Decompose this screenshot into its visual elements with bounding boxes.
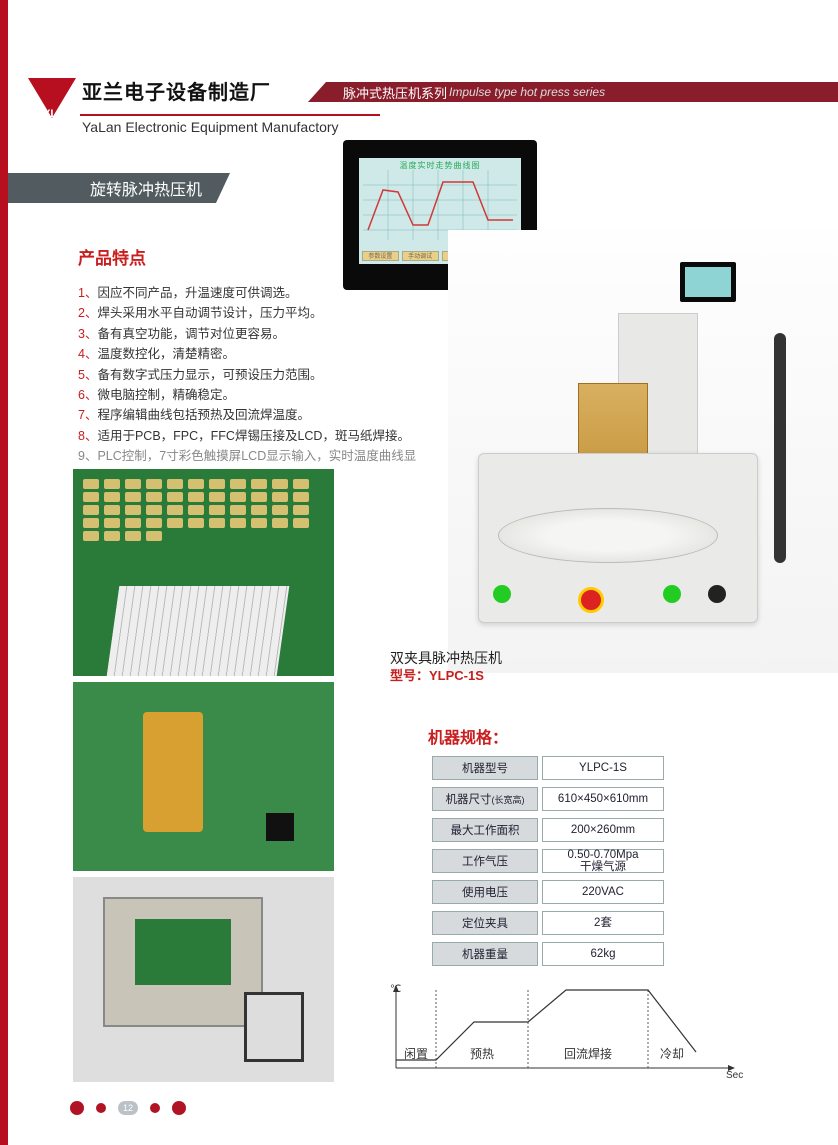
spec-value: 0.50-0.70Mpa干燥气源 bbox=[542, 849, 664, 873]
ic-chip bbox=[266, 813, 294, 841]
dot-icon bbox=[96, 1103, 106, 1113]
feature-item: 7、程序编辑曲线包括预热及回流焊温度。 bbox=[78, 405, 418, 425]
y-axis-label: ℃ bbox=[390, 984, 401, 995]
page-header: YL 亚兰电子设备制造厂 脉冲式热压机系列 Impulse type hot p… bbox=[8, 78, 838, 126]
series-title-cn: 脉冲式热压机系列 bbox=[343, 83, 447, 102]
series-title-bar: 脉冲式热压机系列 Impulse type hot press series bbox=[308, 82, 838, 102]
spec-value: 2套 bbox=[542, 911, 664, 935]
x-axis-label: Sec bbox=[726, 1070, 743, 1078]
machine-rotary-platter bbox=[498, 508, 718, 563]
spec-label: 机器重量 bbox=[432, 942, 538, 966]
company-logo: YL bbox=[28, 78, 78, 133]
spec-label: 机器型号 bbox=[432, 756, 538, 780]
feature-item: 6、微电脑控制，精确稳定。 bbox=[78, 385, 418, 405]
spec-value: 220VAC bbox=[542, 880, 664, 904]
machine-illustration bbox=[448, 230, 838, 673]
spec-table: 机器型号YLPC-1S机器尺寸 (长宽高)610×450×610mm最大工作面积… bbox=[432, 756, 664, 973]
series-title-en: Impulse type hot press series bbox=[449, 85, 605, 99]
temp-stage-label: 冷却 bbox=[648, 1045, 696, 1062]
spec-row: 机器尺寸 (长宽高)610×450×610mm bbox=[432, 787, 664, 811]
features-list: 1、因应不同产品，升温速度可供调选。2、焊头采用水平自动调节设计，压力平均。3、… bbox=[78, 283, 418, 487]
sample-photo-fixture bbox=[73, 877, 334, 1082]
spec-value: YLPC-1S bbox=[542, 756, 664, 780]
machine-start-button-2 bbox=[663, 585, 681, 603]
feature-item: 2、焊头采用水平自动调节设计，压力平均。 bbox=[78, 303, 418, 323]
temp-chart-svg: ℃ Sec bbox=[386, 982, 746, 1078]
company-name-en: YaLan Electronic Equipment Manufactory bbox=[82, 119, 339, 135]
fixture-assembly bbox=[103, 897, 263, 1027]
spec-label: 机器尺寸 (长宽高) bbox=[432, 787, 538, 811]
sample-photo-pcb-ffc bbox=[73, 469, 334, 676]
machine-knob bbox=[708, 585, 726, 603]
logo-text: YL bbox=[43, 108, 57, 120]
section-tab: 旋转脉冲热压机 bbox=[8, 173, 230, 203]
dot-icon bbox=[70, 1101, 84, 1115]
company-name-cn: 亚兰电子设备制造厂 bbox=[82, 76, 271, 105]
catalog-page: YL 亚兰电子设备制造厂 脉冲式热压机系列 Impulse type hot p… bbox=[0, 0, 838, 1145]
sample-photo-fpc bbox=[73, 682, 334, 871]
header-underline bbox=[80, 114, 380, 116]
spec-row: 定位夹具2套 bbox=[432, 911, 664, 935]
spec-row: 机器重量62kg bbox=[432, 942, 664, 966]
machine-estop-button bbox=[578, 587, 604, 613]
lcd-sample bbox=[244, 992, 304, 1062]
hmi-button: 参数设置 bbox=[362, 251, 399, 261]
product-machine-photo bbox=[448, 230, 838, 673]
page-indicator: 12 bbox=[70, 1101, 186, 1115]
spec-row: 使用电压220VAC bbox=[432, 880, 664, 904]
spec-value: 200×260mm bbox=[542, 818, 664, 842]
temperature-profile-chart: ℃ Sec 闲置 预热 回流焊接 冷却 bbox=[386, 982, 746, 1078]
spec-label: 使用电压 bbox=[432, 880, 538, 904]
page-number: 12 bbox=[118, 1101, 138, 1115]
spec-label: 工作气压 bbox=[432, 849, 538, 873]
dot-icon bbox=[172, 1101, 186, 1115]
feature-item: 8、适用于PCB，FPC，FFC焊锡压接及LCD，斑马纸焊接。 bbox=[78, 426, 418, 446]
machine-start-button bbox=[493, 585, 511, 603]
machine-air-regulator bbox=[774, 333, 786, 563]
model-label: 型号： bbox=[390, 668, 429, 683]
temp-stage-label: 预热 bbox=[458, 1045, 506, 1062]
feature-item: 4、温度数控化，清楚精密。 bbox=[78, 344, 418, 364]
spec-heading: 机器规格： bbox=[428, 724, 508, 748]
ffc-cable bbox=[107, 586, 290, 676]
spec-label: 最大工作面积 bbox=[432, 818, 538, 842]
spec-value: 62kg bbox=[542, 942, 664, 966]
dot-icon bbox=[150, 1103, 160, 1113]
spec-row: 机器型号YLPC-1S bbox=[432, 756, 664, 780]
feature-item: 3、备有真空功能，调节对位更容易。 bbox=[78, 324, 418, 344]
feature-item: 5、备有数字式压力显示，可预设压力范围。 bbox=[78, 365, 418, 385]
temp-stage-label: 闲置 bbox=[392, 1045, 440, 1062]
spec-row: 最大工作面积200×260mm bbox=[432, 818, 664, 842]
model-value: YLPC-1S bbox=[429, 668, 484, 683]
machine-touchscreen bbox=[680, 262, 736, 302]
spec-label: 定位夹具 bbox=[432, 911, 538, 935]
spec-row: 工作气压0.50-0.70Mpa干燥气源 bbox=[432, 849, 664, 873]
pcb-pads bbox=[83, 479, 324, 541]
temp-stage-label: 回流焊接 bbox=[564, 1045, 612, 1062]
fpc-flex bbox=[143, 712, 203, 832]
machine-model: 型号：YLPC-1S bbox=[390, 665, 484, 684]
hmi-button: 手动调试 bbox=[402, 251, 439, 261]
spec-value: 610×450×610mm bbox=[542, 787, 664, 811]
